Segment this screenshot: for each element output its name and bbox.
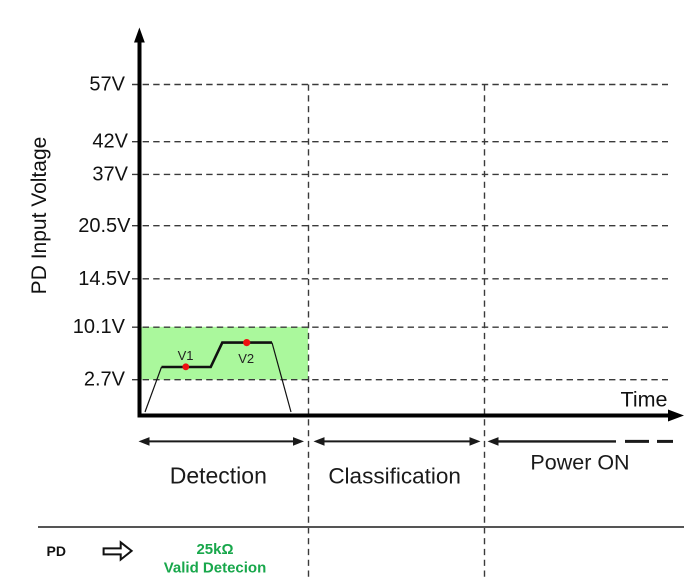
svg-text:V1: V1 (178, 348, 194, 363)
svg-text:PD Input Voltage: PD Input Voltage (28, 137, 51, 295)
svg-text:20.5V: 20.5V (78, 215, 131, 237)
svg-text:Time: Time (621, 388, 668, 412)
svg-text:Classification: Classification (328, 464, 461, 489)
svg-text:10.1V: 10.1V (73, 316, 126, 338)
svg-text:V2: V2 (238, 351, 254, 366)
svg-text:PD: PD (47, 543, 66, 559)
svg-text:Power ON: Power ON (530, 451, 629, 475)
svg-text:14.5V: 14.5V (78, 268, 131, 290)
svg-text:25kΩ: 25kΩ (196, 541, 233, 558)
svg-text:42V: 42V (92, 131, 128, 153)
svg-text:37V: 37V (92, 163, 128, 185)
svg-text:2.7V: 2.7V (84, 369, 126, 391)
svg-text:57V: 57V (89, 74, 125, 96)
svg-text:Valid Detecion: Valid Detecion (164, 559, 267, 576)
svg-text:Detection: Detection (170, 462, 267, 488)
